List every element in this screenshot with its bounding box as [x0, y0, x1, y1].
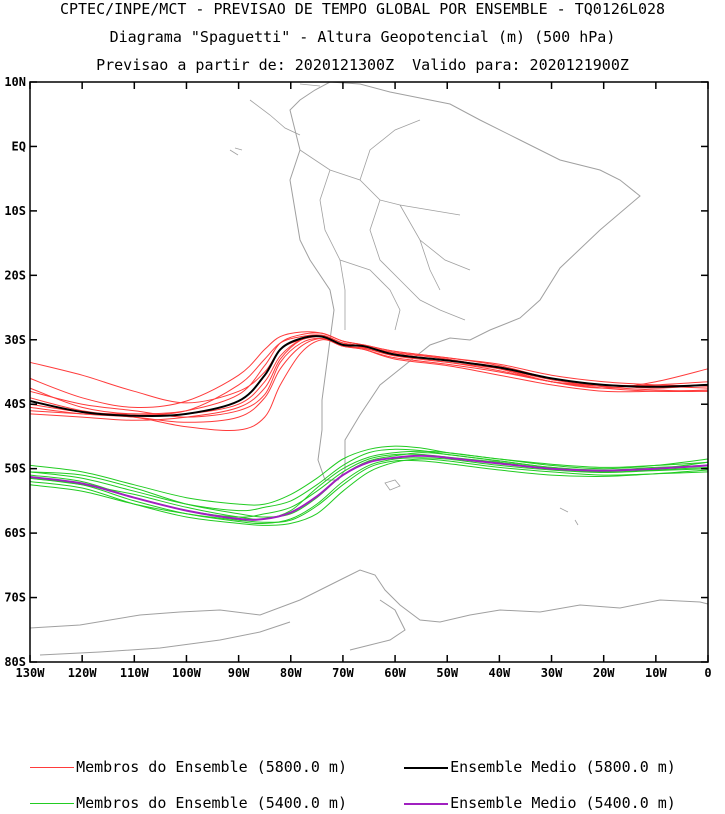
- member-5800-line-9: [29, 334, 709, 421]
- member-5400-line-7: [29, 450, 709, 520]
- y-tick-label: 10N: [4, 75, 26, 89]
- x-tick-label: 40W: [489, 666, 511, 680]
- x-tick-label: 130W: [16, 666, 46, 680]
- member-5400-line-1: [29, 445, 709, 506]
- y-tick-label: EQ: [12, 139, 26, 153]
- member-5400-line-5: [29, 458, 709, 526]
- y-tick-label: 70S: [4, 591, 26, 605]
- x-tick-label: 30W: [541, 666, 563, 680]
- spaghetti-chart: 130W 120W 110W 100W 90W 80W 70W 60W 50W 40W 30W 20W…: [4, 75, 711, 680]
- y-tick-label: 40S: [4, 397, 26, 411]
- legend-swatch-mean-5800: [404, 766, 449, 769]
- legend-swatch-members-5800: [30, 767, 75, 768]
- islands-outline: [384, 459, 579, 526]
- country-borders: [299, 119, 471, 331]
- legend-label-mean-5400: Ensemble Medio (5400.0 m): [450, 794, 676, 812]
- y-tick-label: 60S: [4, 526, 26, 540]
- mean-5400-line: [29, 454, 709, 521]
- legend-label-mean-5800: Ensemble Medio (5800.0 m): [450, 758, 676, 776]
- member-5400-line-3: [29, 453, 709, 518]
- x-tick-label: 80W: [280, 666, 302, 680]
- member-5800-line-8: [29, 337, 709, 418]
- ensemble-means: [29, 335, 709, 521]
- central-america-outline: [229, 83, 321, 156]
- y-tick-label: 50S: [4, 462, 26, 476]
- title-line-3: Previsao a partir de: 2020121300Z Valido…: [96, 56, 629, 74]
- x-tick-label: 70W: [332, 666, 354, 680]
- legend-mean-5800: Ensemble Medio (5800.0 m): [386, 734, 676, 776]
- x-tick-label: 120W: [68, 666, 98, 680]
- title-line-2: Diagrama "Spaguetti" - Altura Geopotenci…: [109, 28, 616, 46]
- legend-label-members-5800: Membros do Ensemble (5800.0 m): [76, 758, 347, 776]
- legend-members-5800: Membros do Ensemble (5800.0 m): [12, 734, 347, 776]
- x-tick-label: 110W: [120, 666, 150, 680]
- antarctica-outline: [29, 569, 709, 656]
- x-tick-label: 10W: [645, 666, 667, 680]
- y-tick-label: 10S: [4, 204, 26, 218]
- coastline-map: [29, 81, 709, 656]
- x-tick-label: 60W: [384, 666, 406, 680]
- legend-swatch-members-5400: [30, 803, 75, 804]
- member-5400-line-2: [29, 448, 709, 512]
- x-tick-label: 90W: [228, 666, 250, 680]
- legend-members-5400: Membros do Ensemble (5400.0 m): [12, 770, 347, 812]
- title-line-1: CPTEC/INPE/MCT - PREVISAO DE TEMPO GLOBA…: [59, 0, 666, 18]
- member-5800-line-2: [29, 331, 709, 409]
- x-tick-label: 100W: [172, 666, 202, 680]
- plot-frame: [29, 81, 709, 663]
- y-tick-label: 30S: [4, 333, 26, 347]
- y-tick-label: 80S: [4, 655, 26, 669]
- legend-mean-5400: Ensemble Medio (5400.0 m): [386, 770, 676, 812]
- x-tick-label: 0: [704, 666, 711, 680]
- ensemble-members-5400: [29, 445, 709, 526]
- member-5400-line-8: [29, 459, 709, 523]
- member-5800-line-7: [29, 332, 709, 415]
- mean-5800-line: [29, 335, 709, 417]
- legend-label-members-5400: Membros do Ensemble (5400.0 m): [76, 794, 347, 812]
- legend-swatch-mean-5400: [404, 802, 449, 805]
- south-america-outline: [289, 81, 641, 481]
- y-tick-label: 20S: [4, 268, 26, 282]
- x-tick-label: 50W: [436, 666, 458, 680]
- chart-axes: 130W 120W 110W 100W 90W 80W 70W 60W 50W 40W 30W 20W…: [4, 75, 711, 680]
- x-tick-label: 20W: [593, 666, 615, 680]
